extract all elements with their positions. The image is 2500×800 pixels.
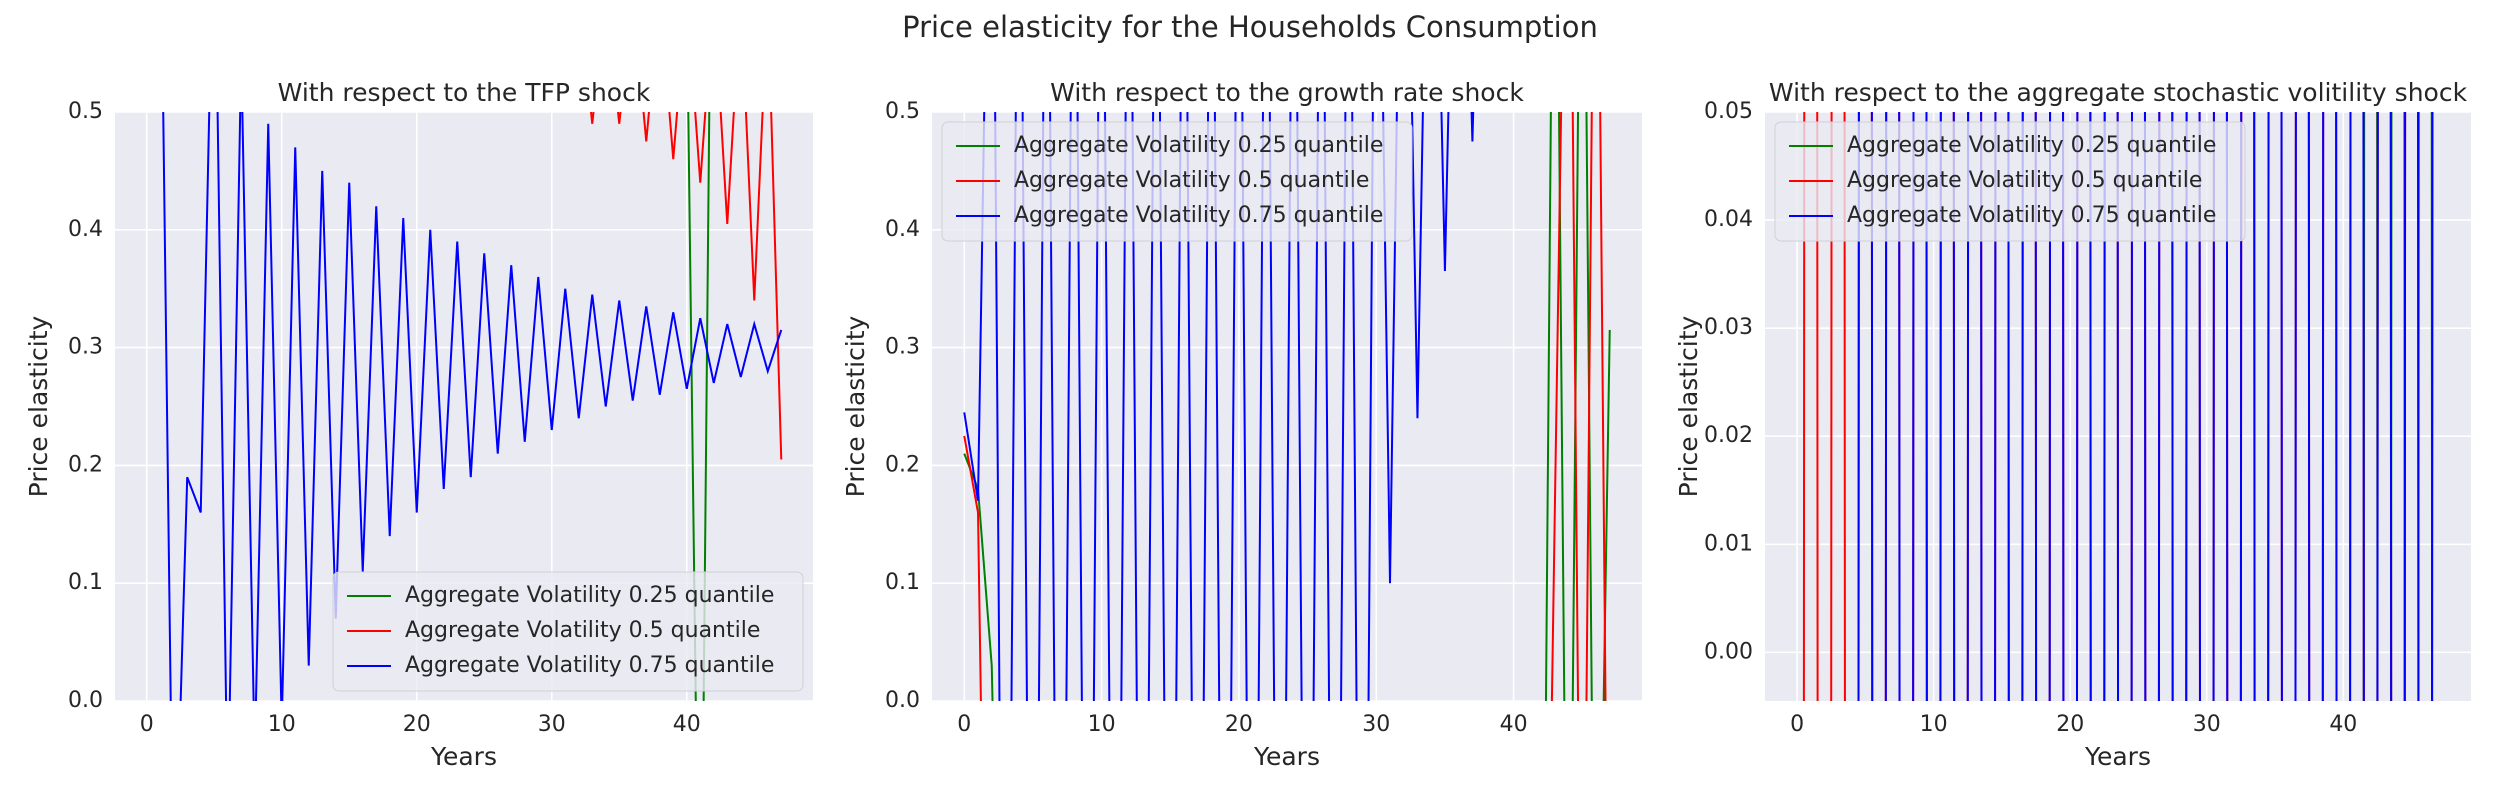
- x-tick-label: 40: [1500, 712, 1528, 737]
- y-axis-label: Price elasticity: [1674, 315, 1703, 497]
- legend-label: Aggregate Volatility 0.75 quantile: [405, 653, 774, 678]
- y-tick-label: 0.03: [1704, 315, 1753, 340]
- x-tick-label: 0: [140, 712, 154, 737]
- x-tick-label: 30: [2193, 712, 2221, 737]
- x-tick-label: 30: [538, 712, 566, 737]
- legend-box: [941, 121, 1413, 242]
- x-tick-label: 20: [2056, 712, 2084, 737]
- y-tick-label: 0.02: [1704, 423, 1753, 448]
- plot-lines: [162, 112, 783, 701]
- series-line: [162, 112, 783, 701]
- legend-label: Aggregate Volatility 0.25 quantile: [1014, 133, 1383, 158]
- legend-label: Aggregate Volatility 0.5 quantile: [405, 618, 760, 643]
- legend-label: Aggregate Volatility 0.5 quantile: [1014, 168, 1369, 193]
- series-line: [590, 112, 783, 460]
- y-tick-label: 0.4: [68, 217, 103, 242]
- x-tick-label: 20: [403, 712, 431, 737]
- y-tick-label: 0.04: [1704, 207, 1753, 232]
- legend: Aggregate Volatility 0.25 quantile Aggreg…: [1774, 121, 2246, 242]
- x-tick-label: 40: [673, 712, 701, 737]
- legend: Aggregate Volatility 0.25 quantile Aggreg…: [941, 121, 1413, 242]
- x-tick-label: 40: [2329, 712, 2357, 737]
- figure-title: Price elasticity for the Households Cons…: [902, 10, 1598, 44]
- legend-box: [332, 571, 804, 692]
- x-tick-label: 0: [957, 712, 971, 737]
- x-tick-label: 10: [1920, 712, 1948, 737]
- y-tick-label: 0.0: [68, 688, 103, 713]
- x-tick-label: 30: [1362, 712, 1390, 737]
- subplot-title: With respect to the growth rate shock: [1050, 78, 1524, 107]
- y-tick-label: 0.3: [885, 335, 920, 360]
- subplot-title: With respect to the aggregate stochastic…: [1769, 78, 2468, 107]
- legend-label: Aggregate Volatility 0.25 quantile: [1847, 133, 2216, 158]
- x-axis-label: Years: [1253, 742, 1320, 771]
- legend-label: Aggregate Volatility 0.75 quantile: [1014, 203, 1383, 228]
- legend-label: Aggregate Volatility 0.5 quantile: [1847, 168, 2202, 193]
- y-tick-label: 0.1: [885, 570, 920, 595]
- y-tick-label: 0.1: [68, 570, 103, 595]
- x-tick-label: 0: [1790, 712, 1804, 737]
- y-tick-label: 0.05: [1704, 99, 1753, 124]
- x-tick-label: 10: [268, 712, 296, 737]
- y-tick-label: 0.5: [885, 99, 920, 124]
- legend-label: Aggregate Volatility 0.25 quantile: [405, 583, 774, 608]
- x-tick-label: 20: [1225, 712, 1253, 737]
- y-tick-label: 0.01: [1704, 531, 1753, 556]
- x-tick-label: 10: [1088, 712, 1116, 737]
- y-axis-label: Price elasticity: [24, 315, 53, 497]
- y-tick-label: 0.5: [68, 99, 103, 124]
- y-tick-label: 0.2: [885, 452, 920, 477]
- y-tick-label: 0.2: [68, 452, 103, 477]
- x-axis-label: Years: [2084, 742, 2151, 771]
- series-line: [963, 112, 1475, 701]
- plot-lines: [1802, 112, 2434, 701]
- y-tick-label: 0.3: [68, 335, 103, 360]
- series-line: [1857, 112, 2434, 701]
- y-tick-label: 0.00: [1704, 639, 1753, 664]
- y-tick-label: 0.0: [885, 688, 920, 713]
- subplot-title: With respect to the TFP shock: [278, 78, 651, 107]
- legend-label: Aggregate Volatility 0.75 quantile: [1847, 203, 2216, 228]
- legend-box: [1774, 121, 2246, 242]
- y-axis-label: Price elasticity: [841, 315, 870, 497]
- x-axis-label: Years: [430, 742, 497, 771]
- y-tick-label: 0.4: [885, 217, 920, 242]
- legend: Aggregate Volatility 0.25 quantile Aggreg…: [332, 571, 804, 692]
- plot-lines: [963, 112, 1611, 701]
